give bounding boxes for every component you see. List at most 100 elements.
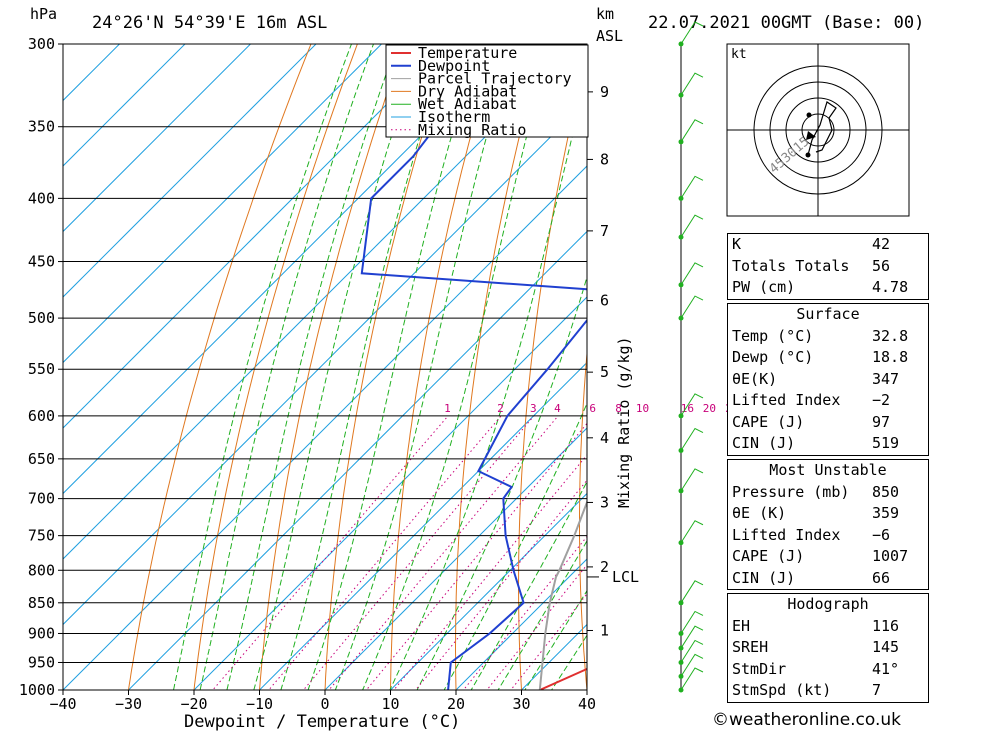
x-tick-label: −20	[180, 695, 207, 713]
wind-barb	[680, 625, 704, 649]
stat-row: K 42	[728, 234, 928, 256]
mixing-ratio-label: 20	[703, 402, 716, 415]
wet-adiabat-line	[416, 275, 587, 690]
stat-value: 32.8	[872, 326, 909, 345]
lcl-label: LCL	[612, 568, 639, 586]
wet-adiabat-line	[524, 589, 587, 690]
stat-value: 41°	[872, 659, 900, 678]
stat-value: −6	[872, 525, 891, 544]
stat-row: StmDir 41°	[728, 659, 928, 681]
mixing-ratio-label: 6	[589, 402, 596, 415]
stat-label: K	[732, 235, 742, 253]
pressure-tick-label: 450	[28, 253, 55, 271]
dry-adiabat-line	[324, 44, 451, 690]
mixing-ratio-labels: 12346810162025	[444, 402, 738, 415]
mixing-ratio-line	[462, 535, 587, 690]
wind-barb	[680, 393, 704, 417]
stat-row: Dewp (°C) 18.8	[728, 347, 928, 369]
wet-adiabat-line	[280, 44, 450, 690]
wind-barb	[680, 667, 704, 691]
x-tick-label: −40	[49, 695, 76, 713]
wind-barb	[680, 610, 704, 634]
mixing-ratio-line	[268, 415, 502, 690]
stat-label: StmDir	[732, 659, 787, 678]
stat-value: 347	[872, 369, 900, 388]
isotherm-line	[63, 44, 252, 233]
km-tick-label: 5	[600, 363, 609, 381]
stat-label: Pressure (mb)	[732, 482, 850, 501]
wind-profile	[678, 21, 704, 693]
stat-value: 4.78	[872, 278, 909, 296]
km-tick-label: 4	[600, 429, 609, 447]
surface-panel: Surface Temp (°C) 32.8 Dewp (°C) 18.8 θE(K) 34…	[727, 303, 929, 456]
dry-adiabat-line	[579, 348, 587, 690]
dry-adiabat-line	[127, 44, 312, 690]
wind-barb	[680, 21, 704, 45]
indices-panel: K 42 Totals Totals 56 PW (cm) 4.78	[727, 233, 929, 300]
hodograph-point	[806, 112, 812, 118]
x-tick-label: 40	[578, 695, 596, 713]
km-tick-label: 1	[600, 621, 609, 639]
stat-row: θE(K) 347	[728, 369, 928, 391]
stat-label: PW (cm)	[732, 278, 796, 296]
km-tick-label: 9	[600, 83, 609, 101]
storm-motion-marker	[806, 131, 816, 140]
stat-row: Lifted Index −6	[728, 525, 928, 547]
x-tick-label: 0	[320, 695, 329, 713]
stat-value: 145	[872, 638, 900, 656]
stat-label: EH	[732, 616, 751, 635]
stat-value: 7	[872, 681, 882, 699]
dry-adiabat-line	[639, 7, 691, 716]
km-tick-label: 8	[600, 150, 609, 168]
pressure-tick-label: 900	[28, 624, 55, 642]
parcel-trajectory-line	[538, 499, 587, 690]
stat-label: Lifted Index	[732, 525, 841, 544]
dry-adiabat-lines	[127, 7, 1000, 716]
mixing-ratio-axis-title: Mixing Ratio (g/kg)	[615, 336, 633, 508]
wet-adiabat-line	[551, 634, 587, 690]
km-tick-label: 7	[600, 222, 609, 240]
wind-barb	[680, 639, 704, 663]
stat-value: 850	[872, 482, 900, 501]
dry-adiabat-line	[389, 44, 498, 690]
pressure-tick-label: 650	[28, 450, 55, 468]
stat-row: CAPE (J) 1007	[728, 546, 928, 568]
hodograph-unit-label: kt	[731, 47, 747, 62]
isotherm-line	[63, 165, 587, 690]
wet-adiabat-line	[362, 44, 552, 690]
sounding-series	[360, 44, 587, 690]
stat-label: Totals Totals	[732, 256, 850, 275]
isotherm-line	[63, 44, 448, 429]
wet-adiabat-line	[253, 44, 423, 690]
mixing-ratio-line	[365, 422, 587, 690]
mixing-ratio-line	[510, 593, 587, 690]
stat-value: 18.8	[872, 348, 909, 366]
dry-adiabat-line	[958, 7, 1000, 716]
pressure-tick-label: 600	[28, 407, 55, 425]
pressure-tick-label: 300	[28, 35, 55, 53]
pressure-tick-label: 400	[28, 189, 55, 207]
hodograph-trace	[807, 101, 837, 156]
stat-label: Lifted Index	[732, 391, 841, 409]
asl-unit-label: ASL	[596, 27, 623, 45]
legend-item: Dewpoint	[418, 57, 490, 75]
pressure-tick-label: 750	[28, 527, 55, 545]
legend-item: Temperature	[418, 44, 517, 62]
wind-barb	[680, 262, 704, 286]
isotherm-line	[324, 427, 587, 690]
pressure-tick-label: 850	[28, 594, 55, 612]
mixing-ratio-line	[415, 479, 587, 690]
mixing-ratio-label: 3	[530, 402, 537, 415]
wind-barb	[680, 468, 704, 492]
dry-adiabat-line	[518, 52, 587, 690]
pressure-unit-label: hPa	[30, 5, 57, 23]
wet-adiabat-line	[497, 539, 587, 690]
axes: 3003504004505005506006507007508008509009…	[19, 35, 639, 713]
legend-item: Wet Adiabat	[418, 95, 517, 113]
wind-barb	[680, 580, 704, 604]
stat-label: θE (K)	[732, 504, 787, 522]
stat-label: CIN (J)	[732, 434, 796, 452]
isotherm-line	[63, 44, 317, 298]
